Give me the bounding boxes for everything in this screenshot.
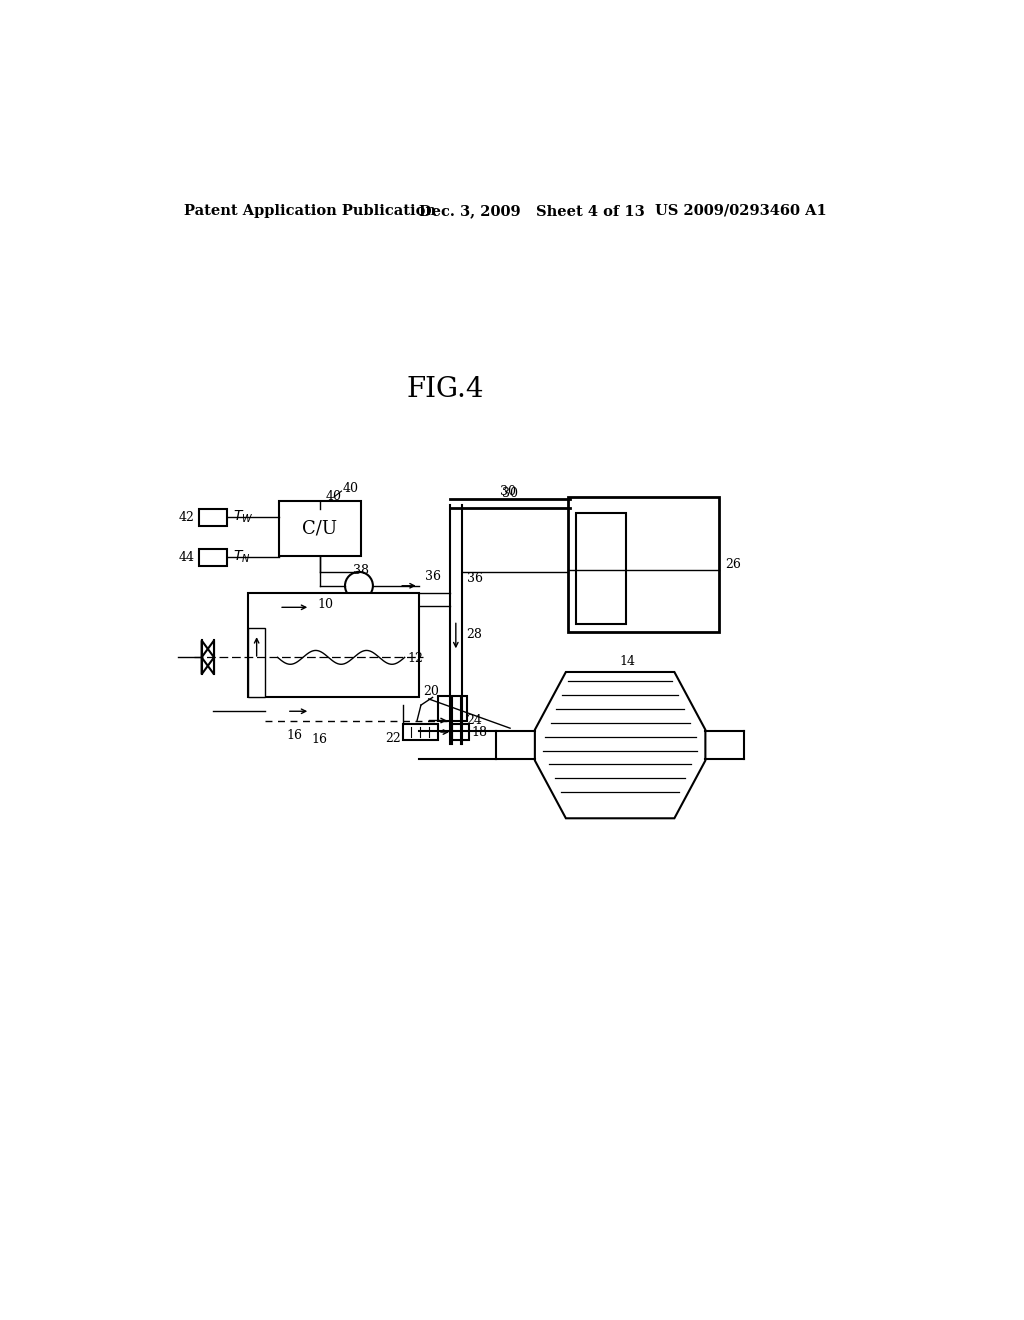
Text: Dec. 3, 2009   Sheet 4 of 13: Dec. 3, 2009 Sheet 4 of 13: [419, 203, 644, 218]
Text: 12: 12: [408, 652, 424, 665]
Bar: [280, 502, 360, 557]
Text: 10: 10: [317, 598, 334, 611]
Bar: [452, 725, 469, 739]
Text: C/U: C/U: [302, 520, 337, 537]
Bar: [200, 508, 227, 525]
Text: 22: 22: [385, 731, 400, 744]
Text: FIG.4: FIG.4: [407, 376, 484, 403]
Bar: [248, 594, 419, 697]
Text: 18: 18: [471, 726, 487, 739]
Text: 36: 36: [425, 570, 440, 583]
Text: 42: 42: [179, 511, 195, 524]
Text: 16: 16: [311, 733, 328, 746]
Bar: [438, 696, 467, 721]
Text: 26: 26: [726, 558, 741, 572]
Text: 40: 40: [343, 482, 359, 495]
Text: US 2009/0293460 A1: US 2009/0293460 A1: [655, 203, 826, 218]
Text: 36: 36: [467, 572, 482, 585]
Text: $T_N$: $T_N$: [233, 549, 251, 565]
Bar: [248, 628, 265, 697]
Text: 40: 40: [326, 490, 342, 503]
Bar: [200, 549, 227, 566]
Text: 16: 16: [287, 730, 303, 742]
Text: 30: 30: [502, 487, 518, 500]
Text: 24: 24: [466, 714, 481, 727]
Text: 28: 28: [467, 628, 482, 640]
Text: 14: 14: [620, 655, 636, 668]
Text: $T_W$: $T_W$: [233, 510, 254, 525]
Polygon shape: [535, 672, 706, 818]
Bar: [568, 498, 719, 632]
Bar: [575, 512, 627, 624]
Text: 30: 30: [500, 484, 516, 498]
Bar: [403, 725, 438, 739]
Text: 44: 44: [178, 550, 195, 564]
Text: Patent Application Publication: Patent Application Publication: [183, 203, 436, 218]
Text: 20: 20: [423, 685, 439, 698]
Text: 38: 38: [352, 564, 369, 577]
